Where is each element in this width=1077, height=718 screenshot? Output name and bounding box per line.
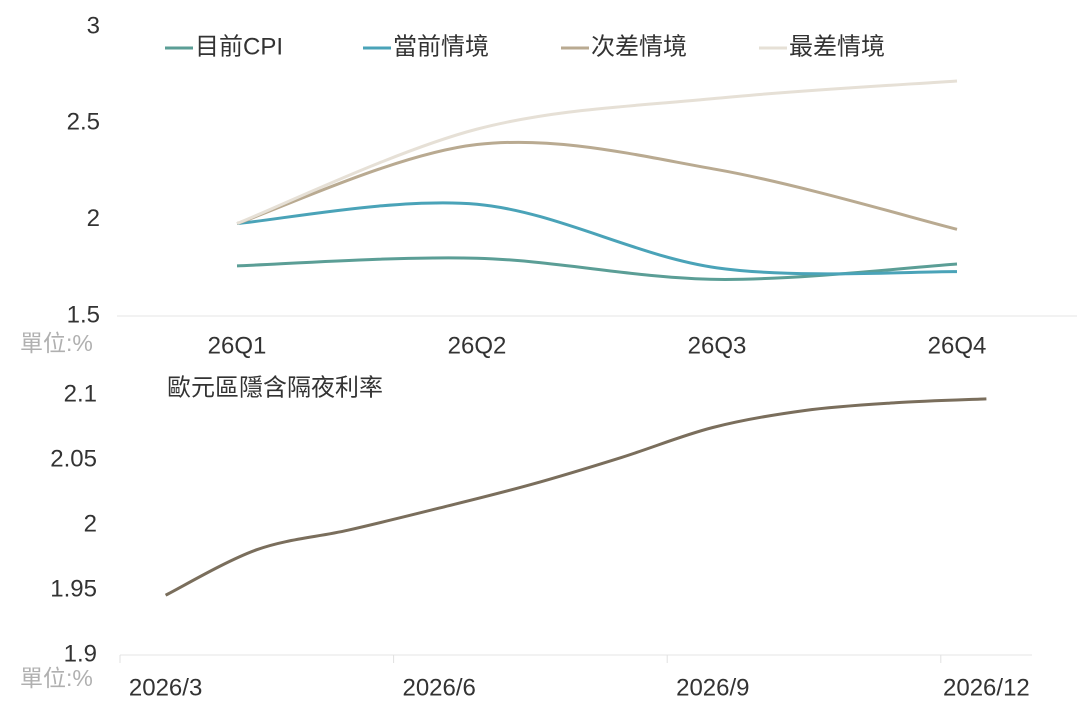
x-tick-label: 26Q3 [688, 332, 747, 359]
line-series [164, 397, 987, 597]
x-tick-label: 2026/3 [129, 674, 202, 701]
y-tick-label: 2.05 [50, 445, 97, 472]
y-tick-label: 2.1 [64, 380, 97, 407]
legend-label: 目前CPI [195, 33, 283, 60]
y-tick-label: 1.95 [50, 575, 97, 602]
line-series [236, 79, 958, 225]
line-series [236, 140, 958, 231]
x-tick-label: 2026/6 [402, 674, 475, 701]
y-unit: 單位:% [20, 665, 93, 691]
line-series [236, 201, 958, 276]
legend-label: 次差情境 [591, 33, 687, 60]
y-tick-label: 2 [87, 205, 100, 232]
x-tick-label: 2026/9 [676, 674, 749, 701]
line-series [236, 256, 958, 281]
series-label: 歐元區隱含隔夜利率 [167, 374, 383, 401]
x-tick-label: 2026/12 [943, 674, 1030, 701]
y-tick-label: 1.9 [64, 640, 97, 667]
x-tick-label: 26Q2 [448, 332, 507, 359]
y-unit: 單位:% [20, 330, 93, 356]
y-tick-label: 2 [84, 510, 97, 537]
x-tick-label: 26Q1 [208, 332, 267, 359]
legend-label: 最差情境 [789, 33, 885, 60]
y-tick-label: 2.5 [67, 109, 100, 136]
y-tick-label: 3 [87, 12, 100, 39]
legend-label: 當前情境 [393, 33, 489, 60]
x-tick-label: 26Q4 [928, 332, 987, 359]
y-tick-label: 1.5 [67, 301, 100, 328]
